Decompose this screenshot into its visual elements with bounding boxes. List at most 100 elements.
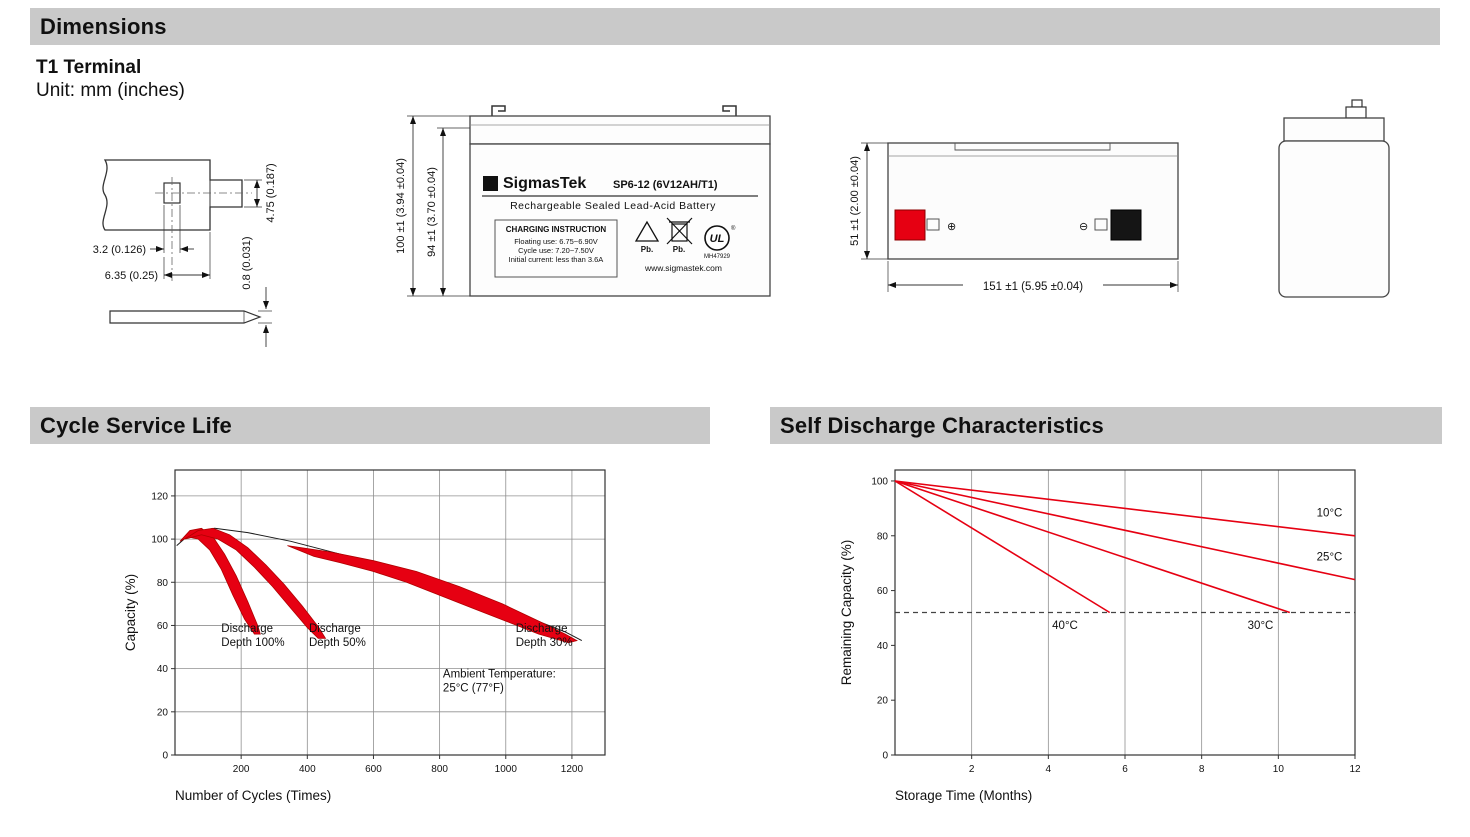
svg-text:UL: UL xyxy=(710,233,725,245)
svg-text:800: 800 xyxy=(431,764,448,775)
section-header-self-discharge: Self Discharge Characteristics xyxy=(770,407,1442,444)
svg-text:Depth 50%: Depth 50% xyxy=(309,637,366,649)
y-axis-label: Capacity (%) xyxy=(123,574,138,651)
svg-text:40: 40 xyxy=(877,641,889,652)
svg-text:Ambient Temperature:: Ambient Temperature: xyxy=(443,668,556,680)
battery-side-view: ⊕ ⊖ 51 ±1 (2.00 ±0.04) 151 ±1 (5.95 ±0.0… xyxy=(849,142,1179,293)
svg-text:4: 4 xyxy=(1046,764,1052,775)
ul-certification-icon: UL ® xyxy=(704,225,736,251)
charging-line-2: Cycle use: 7.20~7.50V xyxy=(518,246,594,255)
brand-logo-glyph: Σ xyxy=(487,177,494,191)
front-lid xyxy=(469,115,771,145)
svg-text:400: 400 xyxy=(299,764,316,775)
svg-text:30°C: 30°C xyxy=(1248,620,1274,632)
series-30C xyxy=(894,480,1291,614)
series-40C xyxy=(894,480,1111,614)
svg-text:Discharge: Discharge xyxy=(221,623,273,635)
svg-text:100: 100 xyxy=(151,535,168,546)
svg-text:60: 60 xyxy=(157,621,169,632)
x-axis-label: Number of Cycles (Times) xyxy=(175,788,331,803)
x-axis-label: Storage Time (Months) xyxy=(895,788,1032,803)
svg-text:120: 120 xyxy=(151,491,168,502)
front-terminals xyxy=(491,105,737,116)
svg-text:20: 20 xyxy=(157,707,169,718)
svg-text:2: 2 xyxy=(969,764,975,775)
dim-case-height-label: 94 ±1 (3.70 ±0.04) xyxy=(426,167,438,257)
negative-tab xyxy=(1094,218,1108,231)
charging-line-1: Floating use: 6.75~6.90V xyxy=(514,237,598,246)
terminal-detail-drawing: 3.2 (0.126) 6.35 (0.25) 4.75 (0.187) 0.8… xyxy=(93,159,277,347)
series-discharge-depth-30 xyxy=(287,545,578,644)
svg-text:40°C: 40°C xyxy=(1052,620,1078,632)
top-recess xyxy=(954,143,1111,151)
dim-total-height-label: 100 ±1 (3.94 ±0.04) xyxy=(395,158,407,254)
dim-length-label: 151 ±1 (5.95 ±0.04) xyxy=(983,281,1083,293)
dim-tab-height-label: 4.75 (0.187) xyxy=(265,163,277,222)
svg-text:100: 100 xyxy=(871,476,888,487)
svg-text:200: 200 xyxy=(233,764,250,775)
end-lid xyxy=(1283,117,1385,142)
svg-text:0: 0 xyxy=(162,751,168,762)
series-discharge-depth-100 xyxy=(179,527,261,635)
svg-text:25°C (77°F): 25°C (77°F) xyxy=(443,682,504,694)
svg-text:Pb.: Pb. xyxy=(673,245,685,254)
y-axis-label: Remaining Capacity (%) xyxy=(839,540,854,686)
svg-text:80: 80 xyxy=(157,578,169,589)
dim-blade-thickness-label: 0.8 (0.031) xyxy=(241,236,253,289)
self-discharge-title: Self Discharge Characteristics xyxy=(780,412,1104,438)
svg-text:25°C: 25°C xyxy=(1317,551,1343,563)
self-discharge-chart: 2 4 6 8 10 12 0 20 40 60 80 100 10°C 25°C 40°C 30°C Stor… xyxy=(839,469,1361,803)
section-header-dimensions: Dimensions xyxy=(30,8,1440,45)
dimensions-title: Dimensions xyxy=(40,13,167,39)
svg-text:Discharge: Discharge xyxy=(309,623,361,635)
brand-logo-mark xyxy=(483,176,498,191)
svg-text:20: 20 xyxy=(877,696,889,707)
ul-code-label: MH47929 xyxy=(704,254,731,260)
side-body xyxy=(887,142,1179,260)
svg-text:8: 8 xyxy=(1199,764,1205,775)
dimension-lines xyxy=(407,115,470,297)
dim-blade-width-label: 6.35 (0.25) xyxy=(105,270,158,282)
svg-text:60: 60 xyxy=(877,586,889,597)
battery-label-print: Σ SigmasTek SP6-12 (6V12AH/T1) Rechargea… xyxy=(482,175,758,278)
dim-hole-width-label: 3.2 (0.126) xyxy=(93,244,146,256)
charging-line-3: Initial current: less than 3.6A xyxy=(509,255,604,264)
model-label: SP6-12 (6V12AH/T1) xyxy=(613,179,718,191)
battery-end-view xyxy=(1278,99,1390,298)
svg-text:®: ® xyxy=(731,225,736,232)
unit-note: Unit: mm (inches) xyxy=(36,80,185,101)
series-discharge-depth-50 xyxy=(184,527,327,639)
svg-text:1200: 1200 xyxy=(561,764,584,775)
positive-terminal xyxy=(894,209,926,241)
dimension-lines xyxy=(861,142,1179,292)
svg-text:Discharge: Discharge xyxy=(516,623,568,635)
cycle-service-life-chart: 200 400 600 800 1000 1200 0 20 40 60 80 100 120 Disch… xyxy=(123,469,606,803)
svg-text:Depth 30%: Depth 30% xyxy=(516,637,573,649)
dim-side-height-label: 51 ±1 (2.00 ±0.04) xyxy=(849,156,861,246)
terminal-blade-side-view xyxy=(109,310,262,324)
series-10C xyxy=(894,480,1356,537)
svg-text:6: 6 xyxy=(1122,764,1128,775)
dimension-lines xyxy=(150,179,272,347)
charging-instruction-title: CHARGING INSTRUCTION xyxy=(506,225,607,234)
negative-symbol: ⊖ xyxy=(1079,221,1088,233)
battery-type-label: Rechargeable Sealed Lead-Acid Battery xyxy=(510,200,716,212)
charging-instruction-box: CHARGING INSTRUCTION Floating use: 6.75~… xyxy=(494,219,618,278)
svg-text:0: 0 xyxy=(882,751,888,762)
svg-text:Depth 100%: Depth 100% xyxy=(221,637,284,649)
end-body xyxy=(1278,140,1390,298)
terminal-cross-section xyxy=(102,159,252,281)
pb-recycle-icon: Pb. xyxy=(634,220,660,254)
positive-symbol: ⊕ xyxy=(947,221,956,233)
negative-terminal xyxy=(1110,209,1142,241)
cycle-life-title: Cycle Service Life xyxy=(40,412,232,438)
svg-text:12: 12 xyxy=(1349,764,1361,775)
svg-text:80: 80 xyxy=(877,531,889,542)
series-25C xyxy=(894,480,1356,581)
battery-front-view: 100 ±1 (3.94 ±0.04) 94 ±1 (3.70 ±0.04) Σ… xyxy=(395,105,771,297)
end-terminal xyxy=(1345,99,1367,119)
section-header-cycle-life: Cycle Service Life xyxy=(30,407,710,444)
svg-text:1000: 1000 xyxy=(495,764,518,775)
svg-text:Pb.: Pb. xyxy=(641,245,653,254)
